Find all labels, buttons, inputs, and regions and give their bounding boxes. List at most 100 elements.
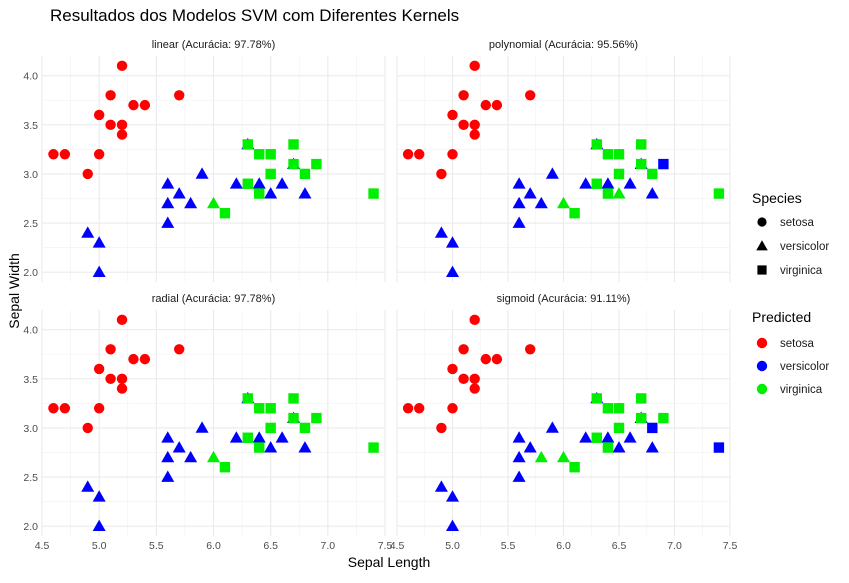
data-point <box>602 442 614 453</box>
data-point <box>480 353 491 365</box>
data-point <box>174 344 185 355</box>
data-point <box>288 393 299 404</box>
data-point <box>288 412 299 424</box>
legend-species-label: virginica <box>780 265 823 277</box>
data-point <box>414 403 425 414</box>
data-point <box>591 393 602 404</box>
data-point <box>254 188 265 199</box>
data-point <box>184 196 198 209</box>
data-point <box>116 119 128 130</box>
y-tick-label: 2.5 <box>23 218 38 230</box>
data-point <box>447 403 458 414</box>
data-point <box>658 412 669 424</box>
data-point <box>469 60 480 72</box>
data-point <box>59 149 71 160</box>
legend-species-label: versicolor <box>780 241 829 253</box>
data-point <box>105 119 116 130</box>
data-point <box>534 196 548 209</box>
x-tick-label: 7.0 <box>667 540 682 552</box>
data-point <box>557 196 570 209</box>
data-point <box>116 60 128 72</box>
data-point <box>254 149 265 160</box>
data-point <box>105 344 116 355</box>
data-point <box>402 403 414 414</box>
data-point <box>658 158 669 170</box>
data-point <box>645 441 659 453</box>
data-point <box>458 119 469 130</box>
data-point <box>92 490 106 502</box>
data-point <box>116 373 128 384</box>
data-point <box>242 178 253 189</box>
panel-3: sigmoid (Acurácia: 91.11%) 4.5 5.0 5.5 6.0 6.… <box>390 293 738 552</box>
data-point <box>713 442 725 453</box>
data-point <box>623 431 637 443</box>
data-point <box>447 109 458 121</box>
x-tick-label: 5.0 <box>445 540 460 552</box>
legend-species-key <box>756 240 768 251</box>
panel-label: radial (Acurácia: 97.78%) <box>152 293 276 305</box>
data-point <box>265 168 276 180</box>
data-point <box>105 90 116 101</box>
data-point <box>92 265 106 278</box>
y-tick-label: 3.0 <box>23 423 38 435</box>
data-point <box>545 421 559 433</box>
data-point <box>613 422 625 434</box>
x-tick-label: 6.0 <box>556 540 571 552</box>
data-point <box>254 403 265 414</box>
x-tick-label: 7.5 <box>378 540 393 552</box>
data-point <box>523 187 537 199</box>
data-point <box>288 158 299 170</box>
data-point <box>446 490 459 502</box>
legend-predicted-label: virginica <box>780 384 823 396</box>
data-point <box>161 177 175 189</box>
data-point <box>469 129 480 140</box>
x-tick-label: 4.5 <box>35 540 50 552</box>
x-tick-label: 6.0 <box>206 540 221 552</box>
data-point <box>469 119 480 130</box>
x-tick-label: 6.5 <box>263 540 278 552</box>
data-point <box>636 139 647 150</box>
data-point <box>602 149 614 160</box>
data-point <box>264 187 278 199</box>
data-point <box>480 99 491 111</box>
panel-1: polynomial (Acurácia: 95.56%) <box>396 39 731 282</box>
data-point <box>184 450 198 463</box>
data-point <box>579 431 593 443</box>
x-tick-label: 5.5 <box>149 540 164 552</box>
data-point <box>116 314 128 326</box>
data-point <box>613 403 625 414</box>
data-point <box>602 403 614 414</box>
data-point <box>525 344 536 355</box>
data-point <box>368 188 379 199</box>
x-tick-label: 7.5 <box>723 540 738 552</box>
data-point <box>446 519 459 532</box>
data-point <box>92 236 106 248</box>
data-point <box>116 129 128 140</box>
data-point <box>636 412 647 424</box>
y-tick-label: 4.0 <box>23 325 38 337</box>
x-tick-label: 6.5 <box>612 540 627 552</box>
data-point <box>601 431 615 443</box>
data-point <box>298 187 312 199</box>
data-point <box>81 226 95 238</box>
data-point <box>446 236 459 248</box>
data-point <box>172 187 186 199</box>
data-point <box>229 431 243 443</box>
data-point <box>82 422 93 434</box>
data-point <box>195 167 209 179</box>
data-point <box>116 383 128 394</box>
data-point <box>636 393 647 404</box>
data-point <box>545 167 559 179</box>
data-point <box>434 480 448 492</box>
data-point <box>139 99 151 111</box>
data-point <box>512 196 526 209</box>
data-point <box>458 373 469 384</box>
data-point <box>275 431 289 443</box>
panel-label: sigmoid (Acurácia: 91.11%) <box>497 293 631 305</box>
data-point <box>557 450 570 463</box>
data-point <box>195 421 209 433</box>
data-point <box>612 441 626 453</box>
data-point <box>713 188 725 199</box>
data-point <box>161 470 175 482</box>
